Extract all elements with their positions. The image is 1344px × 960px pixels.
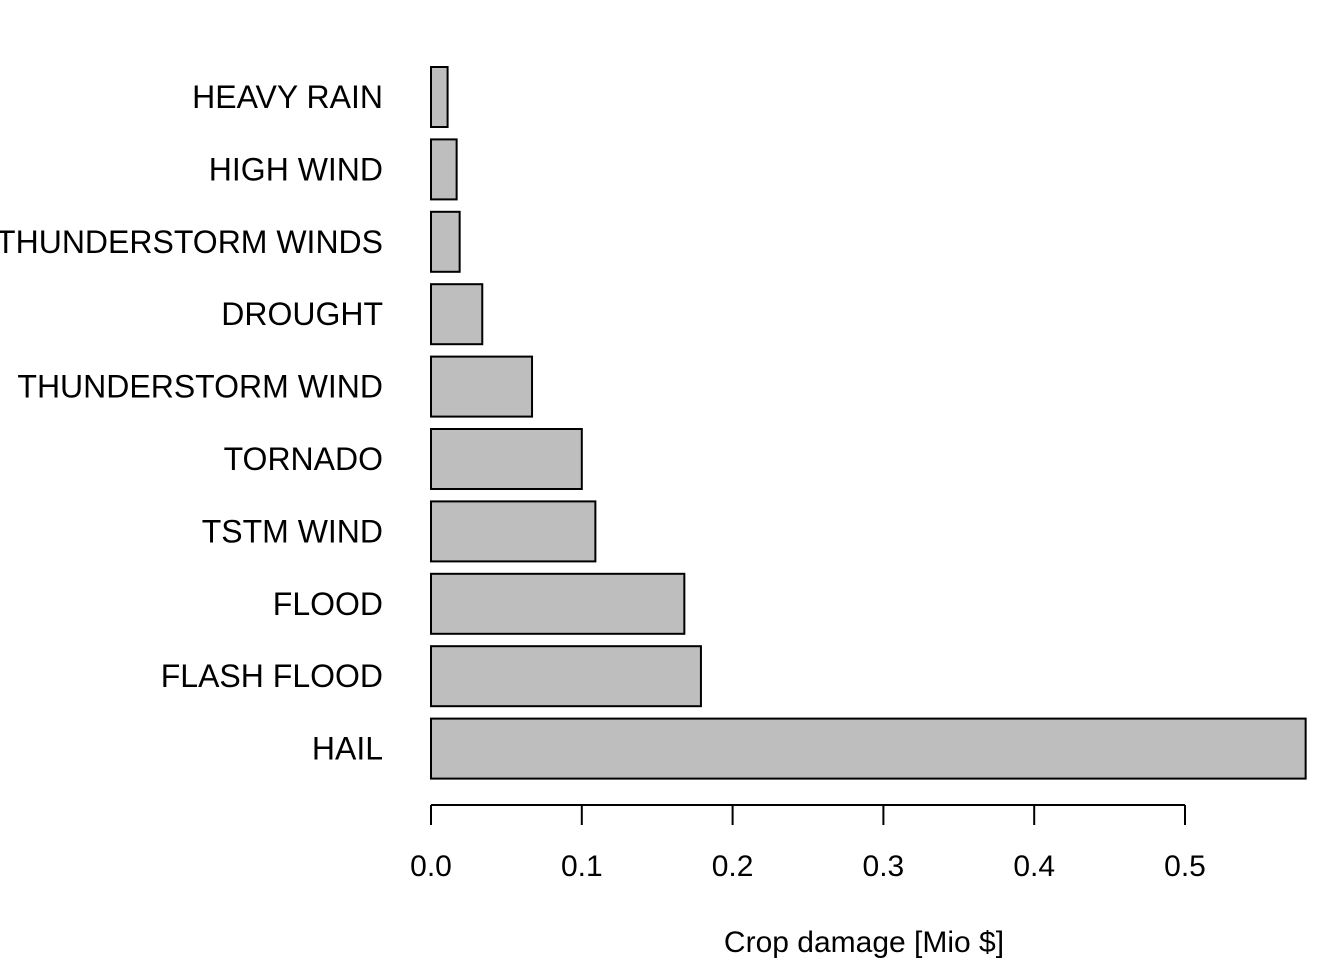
category-label: THUNDERSTORM WIND [17,369,383,405]
x-axis: 0.0 0.1 0.2 0.3 0.4 0.5 [410,804,1206,883]
category-label: TSTM WIND [202,513,383,549]
category-labels: HEAVY RAIN HIGH WIND THUNDERSTORM WINDS DRO… [0,79,383,767]
bar-thunderstorm-wind [430,355,534,418]
x-tick-label: 0.4 [1013,850,1055,883]
x-axis-title: Crop damage [Mio $] [724,926,1004,959]
category-label: TORNADO [224,441,383,477]
category-label: HEAVY RAIN [192,79,383,115]
bar-high-wind [430,138,458,201]
x-tick-label: 0.2 [712,850,754,883]
category-label: HIGH WIND [209,151,383,187]
x-tick-label: 0.1 [561,850,603,883]
bars-group [430,66,1307,780]
bar-tstm-wind [430,500,597,563]
bar-drought [430,283,484,346]
category-label: DROUGHT [221,296,383,332]
category-label: FLOOD [273,586,383,622]
bar-thunderstorm-winds [430,210,461,273]
x-tick-label: 0.3 [863,850,905,883]
x-tick-label: 0.0 [410,850,452,883]
bar-flood [430,572,686,635]
bar-tornado [430,428,583,490]
bar-heavy-rain [430,66,449,128]
category-label: FLASH FLOOD [161,658,383,694]
category-label: HAIL [312,731,383,767]
x-tick-label: 0.5 [1164,850,1206,883]
bar-flash-flood [430,645,702,708]
bar-hail [430,717,1307,780]
category-label: THUNDERSTORM WINDS [0,224,383,260]
